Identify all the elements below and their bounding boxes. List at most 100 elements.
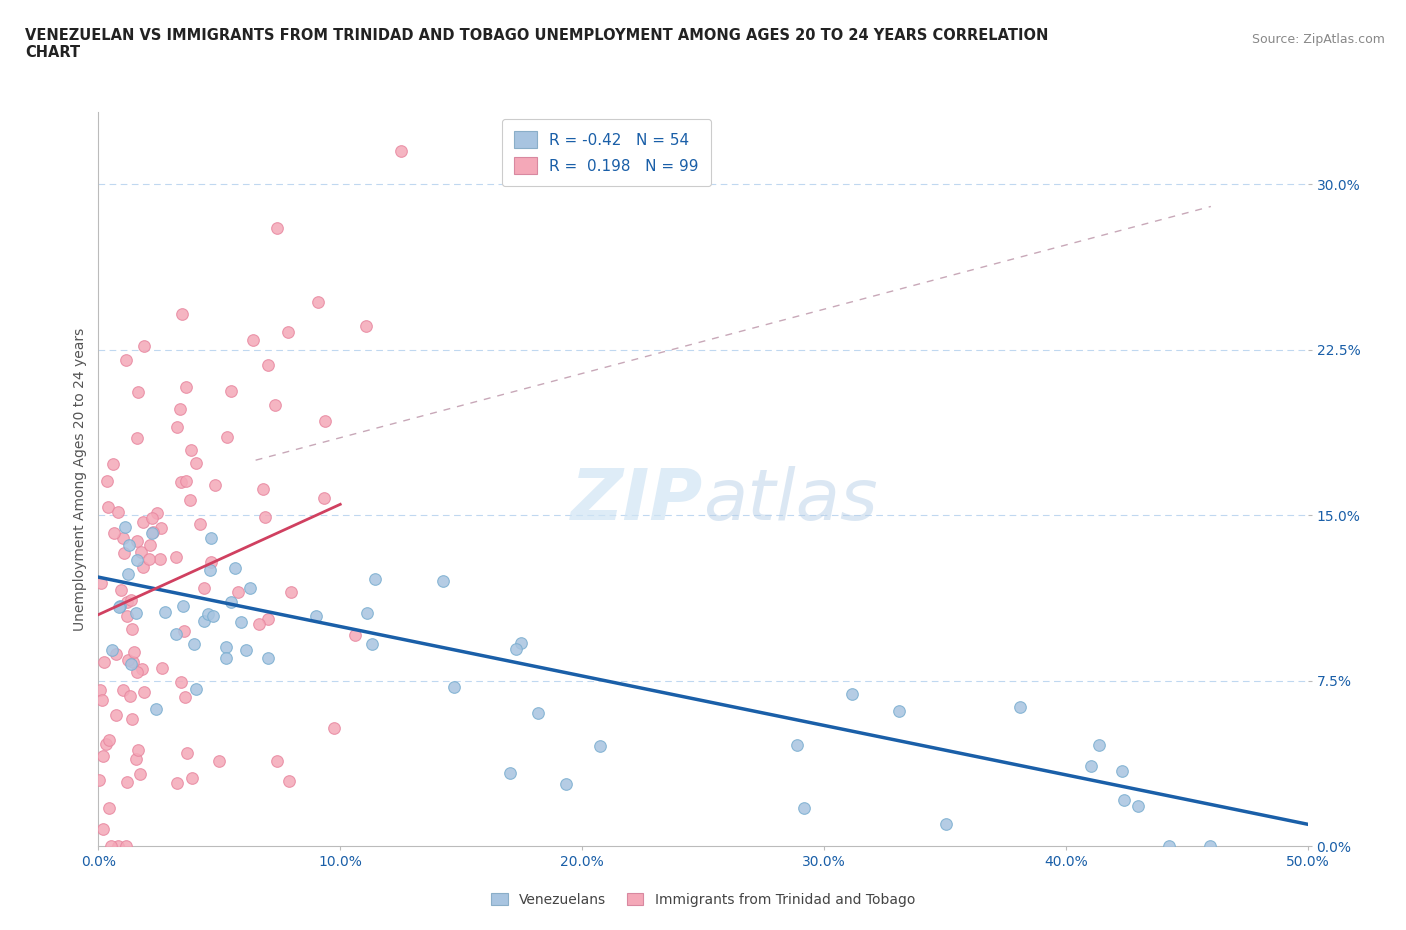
Point bbox=[432, 574, 454, 589]
Point bbox=[589, 738, 612, 753]
Point bbox=[139, 538, 162, 552]
Point bbox=[841, 686, 863, 701]
Point bbox=[96, 473, 118, 488]
Point bbox=[555, 777, 578, 791]
Point bbox=[125, 605, 148, 620]
Point bbox=[127, 552, 149, 567]
Point bbox=[278, 774, 301, 789]
Point bbox=[499, 765, 522, 780]
Point bbox=[125, 664, 148, 679]
Point bbox=[505, 642, 527, 657]
Point bbox=[277, 325, 299, 339]
Point bbox=[117, 566, 139, 581]
Point bbox=[314, 414, 336, 429]
Point bbox=[1157, 839, 1180, 854]
Point bbox=[322, 721, 344, 736]
Point bbox=[101, 456, 124, 471]
Point bbox=[193, 580, 215, 595]
Point bbox=[793, 801, 815, 816]
Point bbox=[114, 519, 136, 534]
Point bbox=[183, 637, 205, 652]
Point bbox=[361, 637, 384, 652]
Point bbox=[257, 358, 280, 373]
Point bbox=[1008, 699, 1031, 714]
Point bbox=[150, 660, 173, 675]
Point bbox=[117, 653, 139, 668]
Point bbox=[127, 385, 149, 400]
Point bbox=[229, 615, 252, 630]
Point bbox=[172, 599, 194, 614]
Point bbox=[129, 544, 152, 559]
Point bbox=[181, 770, 204, 785]
Text: ZIP: ZIP bbox=[571, 467, 703, 536]
Point bbox=[280, 585, 302, 600]
Point bbox=[1087, 737, 1109, 752]
Point bbox=[101, 643, 124, 658]
Point bbox=[173, 623, 195, 638]
Point bbox=[149, 521, 172, 536]
Point bbox=[239, 580, 262, 595]
Point bbox=[90, 576, 112, 591]
Point bbox=[141, 511, 163, 525]
Point bbox=[526, 706, 548, 721]
Point bbox=[198, 563, 221, 578]
Point bbox=[228, 585, 250, 600]
Point bbox=[266, 221, 288, 236]
Point bbox=[193, 614, 215, 629]
Legend: R = -0.42   N = 54, R =  0.198   N = 99: R = -0.42 N = 54, R = 0.198 N = 99 bbox=[502, 119, 711, 186]
Point bbox=[146, 505, 169, 520]
Point bbox=[215, 651, 238, 666]
Point bbox=[200, 531, 222, 546]
Point bbox=[253, 510, 276, 525]
Point bbox=[93, 655, 115, 670]
Point bbox=[148, 551, 170, 566]
Point bbox=[356, 605, 378, 620]
Point bbox=[98, 801, 121, 816]
Point bbox=[1111, 764, 1133, 778]
Point bbox=[91, 822, 114, 837]
Point bbox=[118, 688, 141, 703]
Point bbox=[127, 743, 149, 758]
Point bbox=[1126, 799, 1149, 814]
Y-axis label: Unemployment Among Ages 20 to 24 years: Unemployment Among Ages 20 to 24 years bbox=[73, 327, 87, 631]
Point bbox=[97, 499, 120, 514]
Point bbox=[174, 379, 197, 394]
Point bbox=[443, 680, 465, 695]
Point bbox=[247, 617, 270, 631]
Point bbox=[235, 643, 257, 658]
Point bbox=[389, 144, 412, 159]
Point bbox=[115, 594, 138, 609]
Point bbox=[105, 646, 128, 661]
Point bbox=[935, 817, 957, 831]
Point bbox=[219, 384, 242, 399]
Point bbox=[176, 746, 198, 761]
Point bbox=[125, 751, 148, 766]
Text: atlas: atlas bbox=[703, 467, 877, 536]
Point bbox=[314, 490, 336, 505]
Point bbox=[122, 644, 145, 659]
Point bbox=[200, 554, 222, 569]
Point bbox=[354, 318, 377, 333]
Point bbox=[242, 333, 264, 348]
Point bbox=[224, 561, 246, 576]
Point bbox=[107, 600, 129, 615]
Point bbox=[1080, 758, 1102, 773]
Point bbox=[204, 478, 226, 493]
Point bbox=[173, 690, 195, 705]
Point bbox=[180, 442, 202, 457]
Point bbox=[121, 655, 143, 670]
Point bbox=[256, 611, 278, 626]
Point bbox=[169, 474, 191, 489]
Point bbox=[190, 516, 212, 531]
Point bbox=[179, 492, 201, 507]
Point bbox=[111, 683, 134, 698]
Point bbox=[94, 737, 117, 751]
Point bbox=[108, 599, 131, 614]
Point bbox=[172, 306, 194, 321]
Text: VENEZUELAN VS IMMIGRANTS FROM TRINIDAD AND TOBAGO UNEMPLOYMENT AMONG AGES 20 TO : VENEZUELAN VS IMMIGRANTS FROM TRINIDAD A… bbox=[25, 28, 1049, 60]
Point bbox=[128, 766, 150, 781]
Point bbox=[97, 732, 120, 747]
Point bbox=[166, 776, 188, 790]
Point bbox=[166, 420, 188, 435]
Point bbox=[91, 749, 114, 764]
